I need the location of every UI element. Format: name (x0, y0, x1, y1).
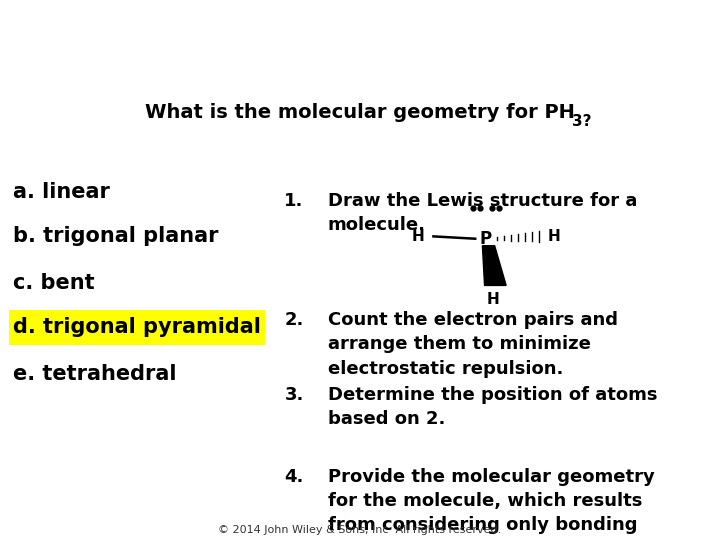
Text: 3.: 3. (284, 386, 304, 404)
Text: a. linear: a. linear (13, 182, 110, 202)
Text: c. bent: c. bent (13, 273, 94, 293)
Polygon shape (482, 246, 506, 286)
Text: Count the electron pairs and
arrange them to minimize
electrostatic repulsion.: Count the electron pairs and arrange the… (328, 311, 618, 377)
Text: b. trigonal planar: b. trigonal planar (13, 226, 218, 246)
Text: Provide the molecular geometry
for the molecule, which results
from considering : Provide the molecular geometry for the m… (328, 468, 654, 540)
Text: P: P (480, 230, 492, 248)
Text: Draw the Lewis structure for a
molecule.: Draw the Lewis structure for a molecule. (328, 192, 637, 234)
Text: d. trigonal pyramidal: d. trigonal pyramidal (13, 318, 261, 338)
FancyBboxPatch shape (9, 310, 265, 345)
Text: 3?: 3? (572, 113, 592, 129)
Text: H: H (411, 229, 424, 244)
Text: What is the molecular geometry for PH: What is the molecular geometry for PH (145, 103, 575, 122)
Text: Determining Molecular Shape Practice: Determining Molecular Shape Practice (0, 20, 720, 53)
Text: Determine the position of atoms
based on 2.: Determine the position of atoms based on… (328, 386, 657, 428)
Text: 4.: 4. (284, 468, 304, 485)
Text: 1.: 1. (284, 192, 304, 210)
Text: H: H (487, 292, 500, 307)
Text: 2.: 2. (284, 311, 304, 329)
Text: e. tetrahedral: e. tetrahedral (13, 364, 176, 384)
Text: © 2014 John Wiley & Sons, Inc  All rights reserved.: © 2014 John Wiley & Sons, Inc All rights… (218, 525, 502, 535)
Text: H: H (548, 229, 561, 244)
